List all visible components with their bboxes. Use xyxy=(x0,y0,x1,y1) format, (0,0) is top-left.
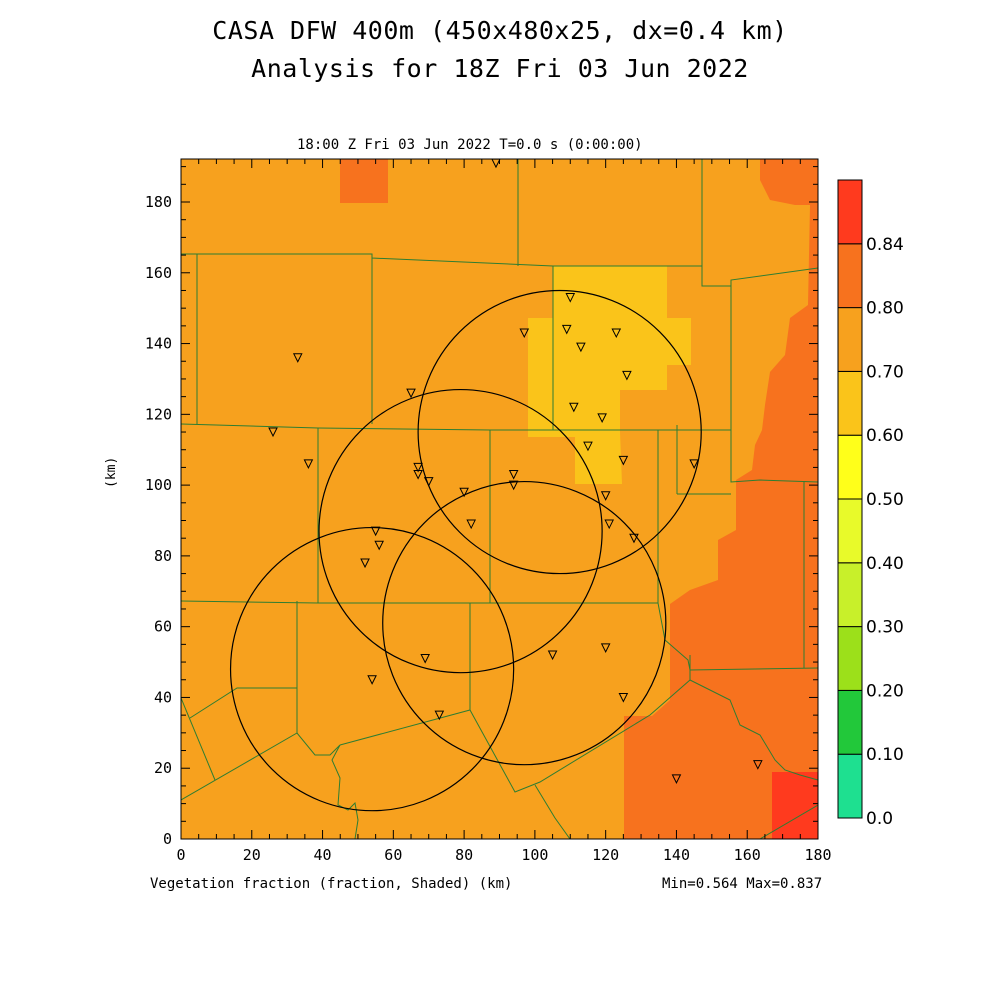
field-low-region xyxy=(528,266,691,484)
colorbar-swatch xyxy=(837,179,863,245)
colorbar-swatch xyxy=(837,689,863,755)
field-high-region-top xyxy=(340,159,388,203)
station-marker xyxy=(519,328,530,339)
station-marker xyxy=(434,710,445,721)
station-marker xyxy=(370,526,381,537)
station-marker xyxy=(413,462,423,473)
colorbar-label: 0.60 xyxy=(866,426,904,446)
colorbar-swatch xyxy=(837,307,863,372)
station-marker xyxy=(292,353,303,363)
y-axis-ticks xyxy=(181,166,818,840)
y-tick-label: 40 xyxy=(154,688,172,706)
y-tick-label: 80 xyxy=(154,547,172,565)
x-tick-label: 120 xyxy=(592,846,619,864)
station-marker xyxy=(303,459,314,469)
colorbar-label: 0.20 xyxy=(866,681,904,701)
station-marker xyxy=(508,469,519,480)
colorbar-label: 0.0 xyxy=(866,809,893,829)
station-marker xyxy=(565,293,576,303)
x-axis-tick-labels: 0 20 40 60 80 100 120 140 160 180 xyxy=(176,846,831,864)
colorbar xyxy=(837,179,863,819)
colorbar-labels: 0.0 0.10 0.20 0.30 0.40 0.50 0.60 0.70 0.80 0.84 xyxy=(866,235,904,829)
variable-label: Vegetation fraction (fraction, Shaded) (… xyxy=(150,876,513,892)
colorbar-label: 0.40 xyxy=(866,554,904,574)
y-tick-label: 60 xyxy=(154,618,172,636)
station-marker xyxy=(420,654,430,664)
station-markers xyxy=(268,159,763,784)
colorbar-swatch xyxy=(837,626,863,691)
x-tick-label: 180 xyxy=(804,846,831,864)
station-marker xyxy=(423,477,434,487)
station-marker xyxy=(374,540,384,551)
x-tick-label: 40 xyxy=(314,846,332,864)
station-marker xyxy=(576,342,586,353)
station-marker xyxy=(561,324,572,335)
station-marker xyxy=(413,469,423,480)
station-marker xyxy=(367,675,377,685)
colorbar-label: 0.10 xyxy=(866,745,904,765)
colorbar-swatch xyxy=(837,498,863,564)
colorbar-swatch xyxy=(837,562,863,628)
colorbar-label: 0.80 xyxy=(866,299,904,319)
x-tick-label: 0 xyxy=(176,846,185,864)
colorbar-label: 0.30 xyxy=(866,618,904,638)
y-tick-label: 140 xyxy=(145,335,172,353)
station-marker xyxy=(618,692,629,703)
y-axis-tick-labels: 0 20 40 60 80 100 120 140 160 180 xyxy=(145,193,172,848)
station-marker xyxy=(600,643,611,654)
station-marker xyxy=(547,650,558,661)
station-marker xyxy=(360,558,370,569)
figure-subtitle: Analysis for 18Z Fri 03 Jun 2022 xyxy=(251,54,749,83)
station-marker xyxy=(583,441,593,452)
station-marker xyxy=(600,491,611,501)
y-tick-label: 160 xyxy=(145,264,172,282)
station-marker xyxy=(597,413,607,423)
colorbar-label: 0.84 xyxy=(866,235,904,255)
station-marker xyxy=(604,519,615,530)
station-marker xyxy=(466,519,476,530)
radar-ring xyxy=(382,480,667,766)
station-marker xyxy=(569,402,579,413)
y-tick-label: 100 xyxy=(145,476,172,494)
radar-ring xyxy=(417,289,702,575)
station-marker xyxy=(753,760,763,770)
station-marker xyxy=(618,455,629,466)
radar-ring xyxy=(318,388,603,674)
colorbar-label: 0.70 xyxy=(866,362,904,382)
time-label: 18:00 Z Fri 03 Jun 2022 T=0.0 s (0:00:00… xyxy=(297,137,643,153)
y-tick-label: 180 xyxy=(145,193,172,211)
station-marker xyxy=(459,487,469,498)
figure-title: CASA DFW 400m (450x480x25, dx=0.4 km) xyxy=(212,16,788,45)
station-marker xyxy=(508,480,519,491)
x-tick-label: 100 xyxy=(521,846,548,864)
y-tick-label: 0 xyxy=(163,830,172,848)
x-tick-label: 160 xyxy=(734,846,761,864)
x-tick-label: 140 xyxy=(663,846,690,864)
station-marker xyxy=(671,774,682,784)
colorbar-swatch xyxy=(837,370,863,436)
field-max-region xyxy=(772,772,818,839)
colorbar-swatch xyxy=(837,434,863,500)
x-tick-label: 80 xyxy=(455,846,473,864)
station-marker xyxy=(406,388,416,399)
station-marker xyxy=(689,459,699,469)
x-axis-ticks xyxy=(180,159,819,839)
shaded-field xyxy=(181,159,818,839)
colorbar-label: 0.50 xyxy=(866,490,904,510)
y-tick-label: 120 xyxy=(145,405,172,423)
x-tick-label: 60 xyxy=(384,846,402,864)
station-marker xyxy=(611,328,622,339)
station-marker xyxy=(629,533,639,544)
colorbar-swatch xyxy=(837,753,863,819)
minmax-label: Min=0.564 Max=0.837 xyxy=(662,876,823,892)
colorbar-swatch xyxy=(837,243,863,309)
station-marker xyxy=(268,427,278,438)
station-marker xyxy=(622,370,632,381)
y-tick-label: 20 xyxy=(154,759,172,777)
county-boundaries xyxy=(181,159,818,839)
x-tick-label: 20 xyxy=(243,846,261,864)
